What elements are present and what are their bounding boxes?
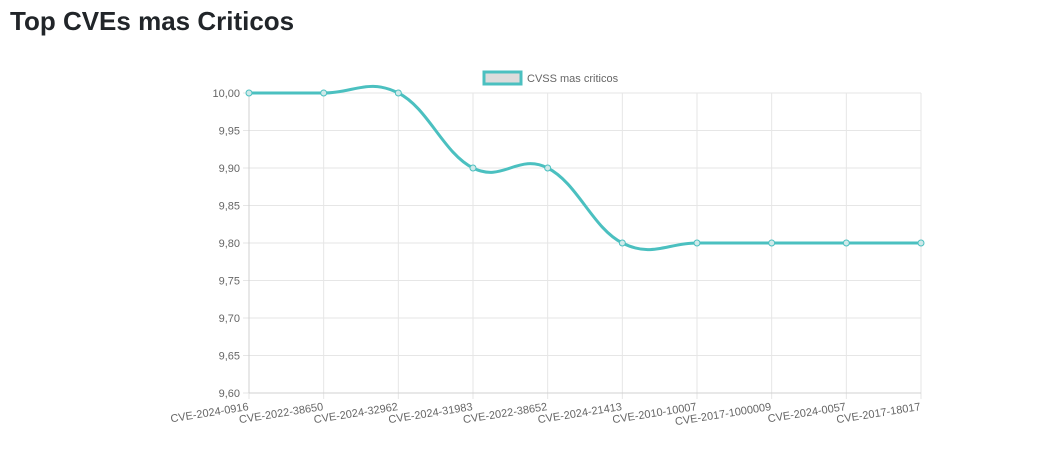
data-point[interactable] [320,89,328,97]
x-tick-label: CVE-2024-31983 [388,401,474,426]
y-tick-label: 9,60 [219,388,240,400]
page-title: Top CVEs mas Criticos [10,6,295,36]
x-tick-label: CVE-2024-21413 [537,401,623,426]
legend-swatch[interactable] [482,70,523,86]
y-tick-label: 9,85 [219,201,240,213]
axes [248,93,921,394]
data-point[interactable] [842,239,850,247]
y-tick-label: 9,65 [219,351,240,363]
legend[interactable]: CVSS mas criticos [482,70,619,86]
x-tick-label: CVE-2022-38652 [462,401,548,426]
data-point[interactable] [693,239,701,247]
legend-label[interactable]: CVSS mas criticos [527,73,619,85]
y-tick-label: 10,00 [212,88,240,100]
series-line-layer [249,84,921,252]
data-point[interactable] [394,89,402,97]
data-point[interactable] [768,239,776,247]
data-point[interactable] [917,239,925,247]
series-line-cvss [249,84,921,252]
grid-lines [243,92,922,399]
x-tick-label: CVE-2024-0057 [767,401,847,425]
x-tick-label: CVE-2022-38650 [238,401,324,426]
x-tick-label: CVE-2017-18017 [836,401,922,426]
x-tick-labels: CVE-2024-0916CVE-2022-38650CVE-2024-3296… [170,401,922,428]
x-tick-label: CVE-2024-32962 [313,401,399,426]
data-point[interactable] [618,239,626,247]
data-point[interactable] [245,89,253,97]
y-tick-labels: 10,00 9,95 9,90 9,85 9,80 9,75 9,70 9,65 9,60 [212,88,240,400]
y-tick-label: 9,75 [219,276,240,288]
y-tick-label: 9,90 [219,163,240,175]
y-tick-label: 9,80 [219,238,240,250]
data-point[interactable] [469,164,477,172]
x-tick-label: CVE-2024-0916 [170,401,250,425]
y-tick-label: 9,70 [219,313,240,325]
data-points [245,89,925,247]
y-tick-label: 9,95 [219,126,240,138]
data-point[interactable] [544,164,552,172]
